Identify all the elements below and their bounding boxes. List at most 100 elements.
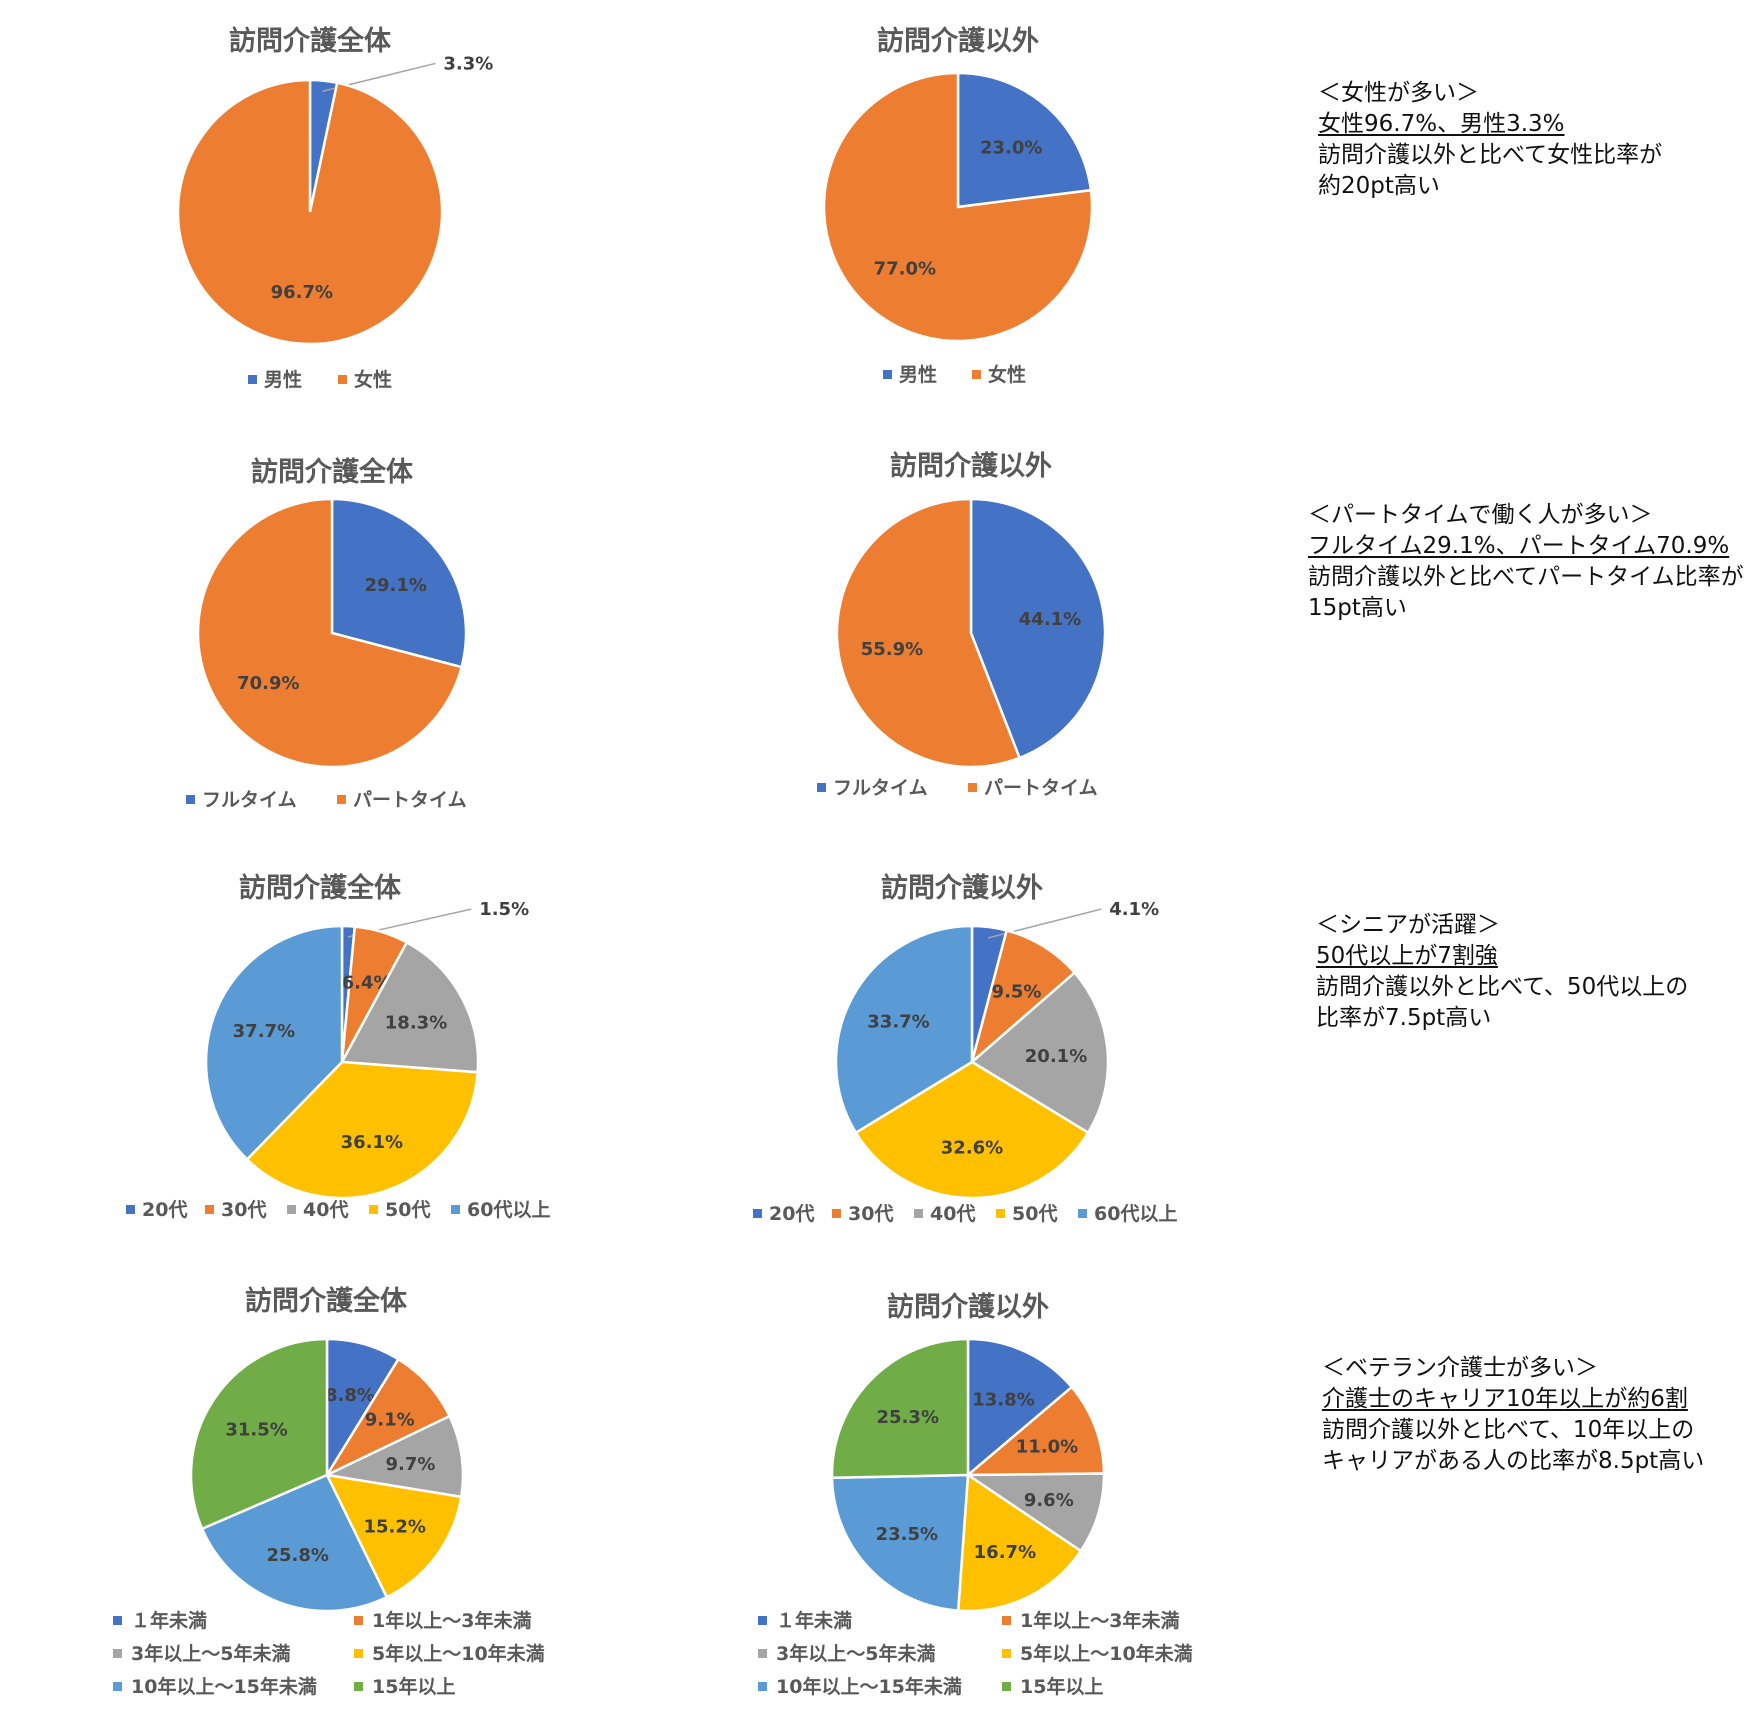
note-gender-highlight: 女性96.7%、男性3.3% — [1318, 111, 1565, 137]
pie-slice-employment-total-1 — [196, 497, 464, 769]
chart-title-age-total: 訪問介護全体 — [239, 872, 402, 904]
data-label-career-total-4: 25.8% — [266, 1545, 328, 1566]
pie-slice-career-total-5 — [189, 1337, 329, 1531]
note-gender-body-1: 訪問介護以外と比べて女性比率が — [1318, 142, 1663, 168]
legend-swatch-employment-total-0 — [186, 795, 195, 804]
legend-label-gender-total-0: 男性 — [264, 368, 302, 391]
chart-title-gender-other: 訪問介護以外 — [877, 25, 1039, 57]
pie-slice-gender-other-1 — [822, 71, 1094, 343]
pie-slice-career-other-2 — [963, 1472, 1106, 1553]
data-label-age-total-1: 6.4% — [342, 972, 392, 993]
pie-slice-age-other-3 — [854, 1060, 1090, 1200]
legend-label-age-total-2: 40代 — [303, 1199, 348, 1221]
data-label-age-total-0: 1.5% — [479, 899, 529, 920]
note-career-body-1: 訪問介護以外と比べて、10年以上の — [1322, 1417, 1695, 1443]
data-label-career-other-1: 11.0% — [1016, 1437, 1078, 1458]
legend-swatch-employment-total-1 — [337, 795, 346, 804]
legend-label-career-total-0: １年未満 — [131, 1609, 207, 1632]
legend-label-age-other-2: 40代 — [930, 1203, 975, 1225]
note-age-highlight: 50代以上が7割強 — [1316, 943, 1498, 969]
legend-label-employment-total-0: フルタイム — [202, 789, 297, 811]
legend-swatch-career-other-0 — [758, 1616, 767, 1625]
legend-label-career-other-0: １年未満 — [776, 1609, 852, 1632]
legend-label-career-total-3: 5年以上～10年未満 — [372, 1642, 545, 1665]
legend-label-employment-total-1: パートタイム — [353, 789, 467, 811]
data-label-employment-other-1: 55.9% — [861, 639, 923, 660]
legend-label-age-other-0: 20代 — [769, 1203, 814, 1225]
note-career: ＜ベテラン介護士が多い＞ 介護士のキャリア10年以上が約6割 訪問介護以外と比べ… — [1322, 1353, 1704, 1477]
legend-swatch-employment-other-1 — [968, 783, 977, 792]
legend-swatch-career-total-3 — [354, 1649, 363, 1658]
data-label-age-other-0: 4.1% — [1109, 899, 1159, 920]
chart-title-career-total: 訪問介護全体 — [245, 1285, 408, 1317]
legend-swatch-career-total-0 — [113, 1616, 122, 1625]
legend-swatch-career-other-4 — [758, 1682, 767, 1691]
legend-swatch-age-total-1 — [205, 1205, 214, 1214]
chart-title-gender-total: 訪問介護全体 — [229, 25, 392, 57]
legend-swatch-age-other-4 — [1078, 1209, 1087, 1218]
pie-slice-career-total-3 — [324, 1473, 463, 1599]
note-age: ＜シニアが活躍＞ 50代以上が7割強 訪問介護以外と比べて、50代以上の 比率が… — [1316, 910, 1688, 1034]
data-label-age-total-4: 37.7% — [233, 1021, 295, 1042]
pie-slice-age-total-4 — [204, 924, 344, 1162]
data-label-gender-other-1: 77.0% — [874, 258, 936, 279]
pie-slice-career-other-4 — [830, 1473, 970, 1612]
data-label-career-total-0: 8.8% — [325, 1385, 375, 1406]
legend-swatch-age-other-3 — [996, 1209, 1005, 1218]
note-employment-body-1: 訪問介護以外と比べてパートタイム比率が — [1308, 564, 1744, 590]
legend-label-career-other-4: 10年以上～15年未満 — [776, 1675, 962, 1698]
pie-slice-career-other-1 — [964, 1385, 1106, 1477]
legend-swatch-age-other-1 — [832, 1209, 841, 1218]
chart-title-employment-total: 訪問介護全体 — [251, 456, 414, 488]
pie-slice-employment-total-0 — [330, 497, 468, 669]
legend-swatch-gender-total-1 — [338, 375, 347, 384]
legend-label-age-other-3: 50代 — [1012, 1203, 1057, 1225]
legend-swatch-gender-total-0 — [248, 375, 257, 384]
note-employment-heading: ＜パートタイムで働く人が多い＞ — [1308, 502, 1653, 528]
legend-swatch-career-other-2 — [758, 1649, 767, 1658]
pie-slice-employment-other-0 — [969, 497, 1107, 760]
note-career-heading: ＜ベテラン介護士が多い＞ — [1322, 1355, 1598, 1381]
chart-title-age-other: 訪問介護以外 — [881, 872, 1043, 904]
data-label-career-total-1: 9.1% — [365, 1410, 415, 1431]
legend-label-age-total-1: 30代 — [221, 1199, 266, 1221]
data-label-gender-total-0: 3.3% — [443, 53, 493, 74]
data-label-age-other-1: 9.5% — [992, 981, 1042, 1002]
data-label-employment-other-0: 44.1% — [1019, 609, 1081, 630]
note-age-body-1: 訪問介護以外と比べて、50代以上の — [1316, 974, 1689, 1000]
pie-slice-career-total-2 — [322, 1414, 465, 1499]
data-label-career-other-5: 25.3% — [877, 1407, 939, 1428]
legend-label-career-total-4: 10年以上～15年未満 — [131, 1675, 317, 1698]
note-career-highlight: 介護士のキャリア10年以上が約6割 — [1322, 1386, 1688, 1412]
legend-label-gender-other-0: 男性 — [899, 363, 937, 386]
pie-slice-age-other-4 — [834, 924, 974, 1135]
legend-label-age-total-3: 50代 — [385, 1199, 430, 1221]
legend-label-career-other-1: 1年以上～3年未満 — [1020, 1609, 1179, 1632]
legend-swatch-age-total-2 — [287, 1205, 296, 1214]
note-gender-body-2: 約20pt高い — [1318, 173, 1440, 199]
legend-label-age-total-4: 60代以上 — [467, 1199, 550, 1221]
data-label-career-other-4: 23.5% — [876, 1524, 938, 1545]
pie-slice-age-total-2 — [339, 940, 480, 1074]
legend-swatch-career-other-3 — [1002, 1649, 1011, 1658]
pie-slice-employment-other-1 — [835, 497, 1022, 769]
legend-swatch-age-total-4 — [451, 1205, 460, 1214]
legend-label-career-other-2: 3年以上～5年未満 — [776, 1642, 935, 1665]
data-label-career-other-0: 13.8% — [972, 1389, 1034, 1410]
legend-swatch-gender-other-1 — [972, 370, 981, 379]
pie-slice-gender-other-0 — [956, 71, 1093, 209]
legend-label-gender-total-1: 女性 — [354, 368, 392, 391]
pie-slice-career-other-5 — [830, 1337, 970, 1480]
data-label-career-total-3: 15.2% — [363, 1516, 425, 1537]
legend-swatch-career-other-1 — [1002, 1616, 1011, 1625]
data-label-age-other-4: 33.7% — [867, 1012, 929, 1033]
legend-label-age-other-4: 60代以上 — [1094, 1203, 1177, 1225]
chart-title-career-other: 訪問介護以外 — [887, 1291, 1049, 1323]
data-label-employment-total-1: 70.9% — [237, 673, 299, 694]
note-age-heading: ＜シニアが活躍＞ — [1316, 912, 1500, 938]
legend-swatch-age-other-0 — [753, 1209, 762, 1218]
legend-label-career-total-5: 15年以上 — [372, 1675, 455, 1698]
pie-slice-career-other-3 — [956, 1472, 1083, 1613]
legend-swatch-career-total-2 — [113, 1649, 122, 1658]
